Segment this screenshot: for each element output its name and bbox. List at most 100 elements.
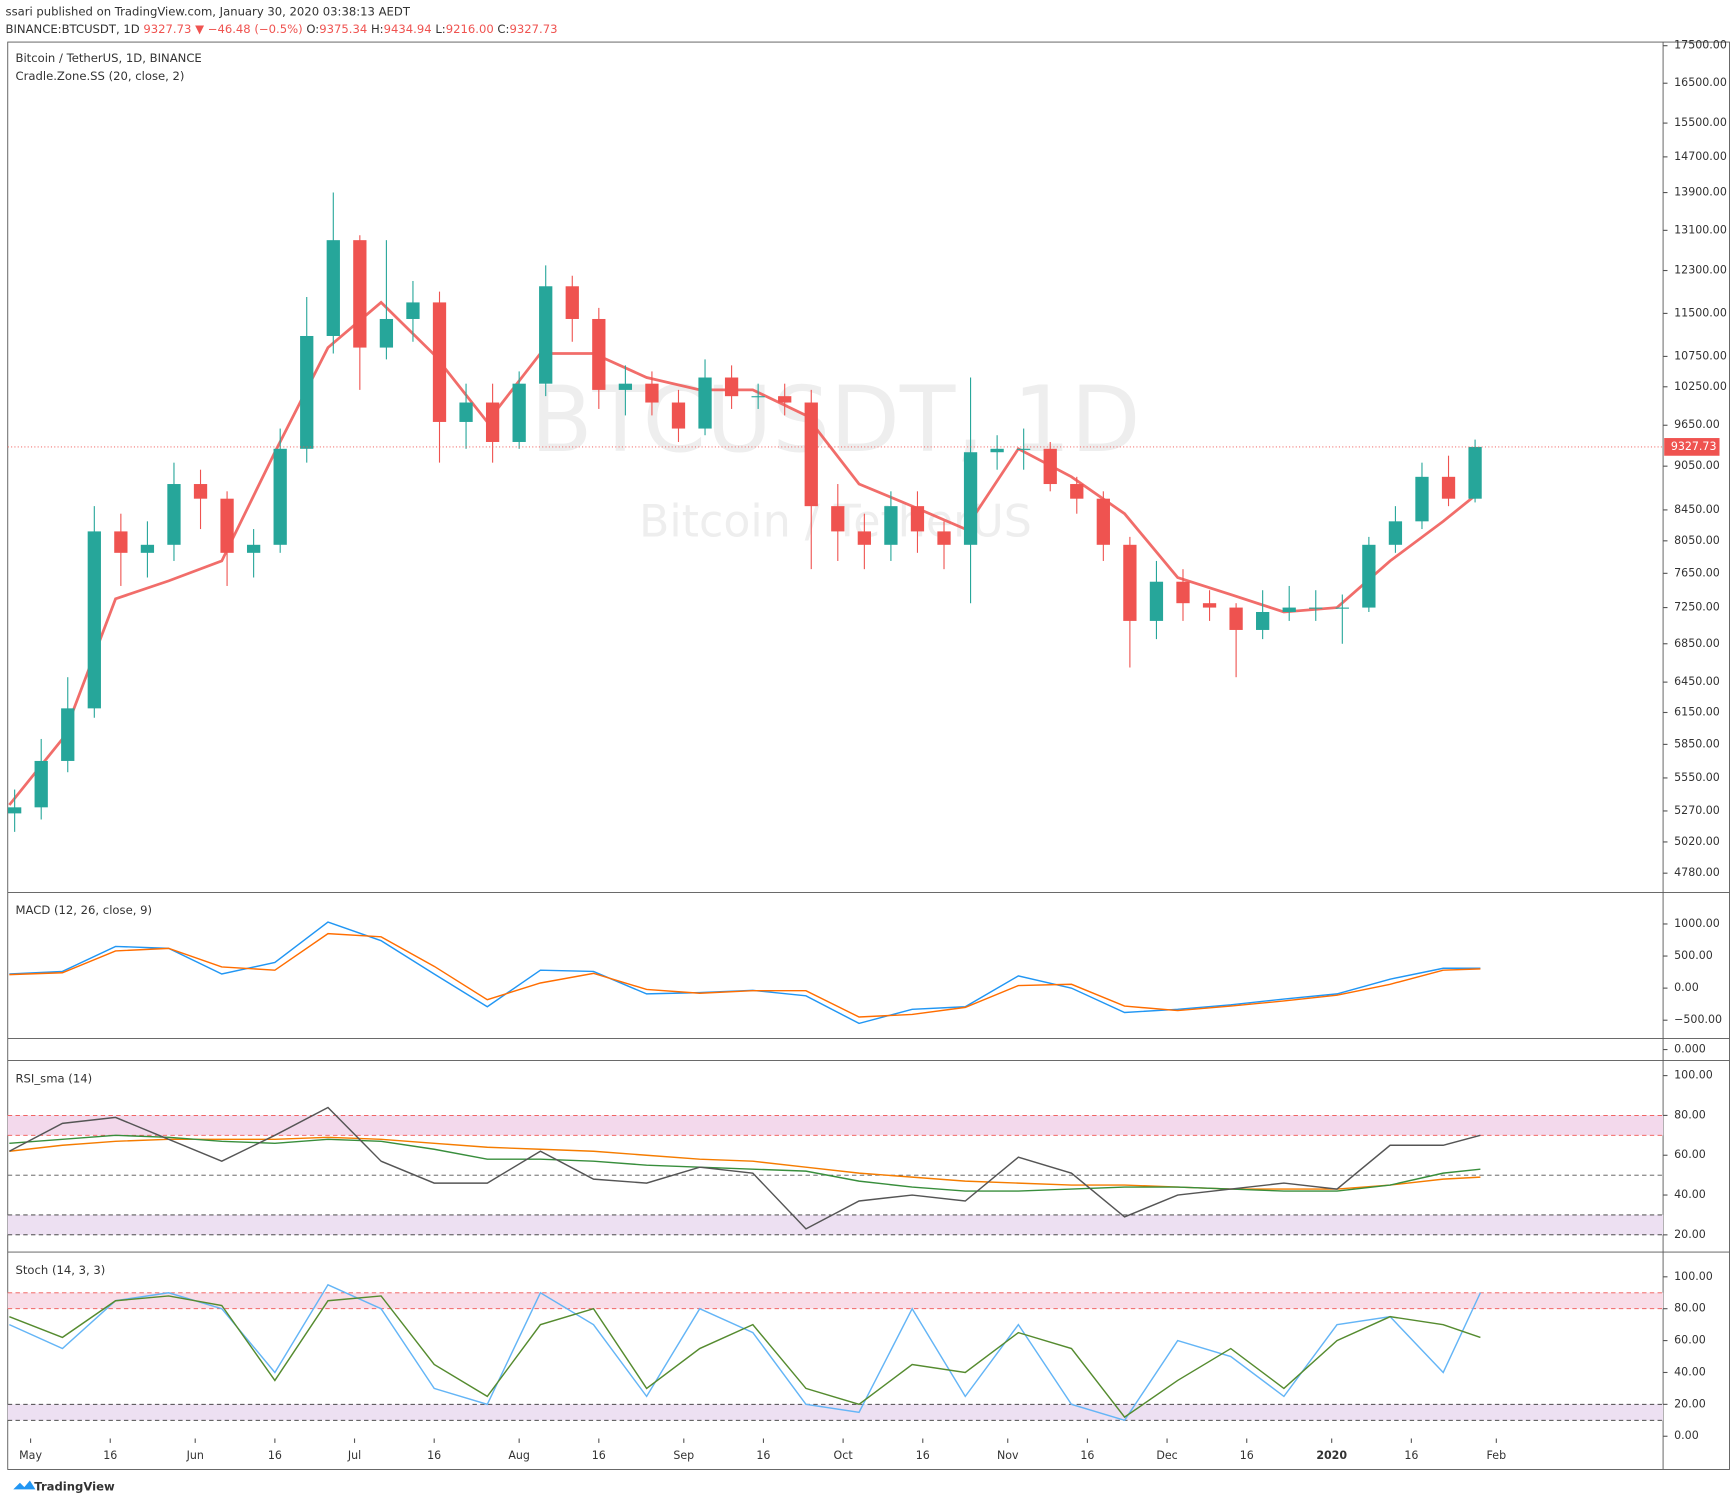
candle-body (910, 506, 925, 532)
candle-body (1415, 476, 1429, 522)
y-tick-label: 5550.00 (1674, 771, 1720, 784)
last-price-label: 9327.73 (1671, 440, 1717, 453)
candle-body (326, 240, 340, 336)
candle-body (1229, 607, 1243, 630)
pane-title: Bitcoin / TetherUS, 1D, BINANCE (15, 51, 201, 65)
y-tick-label: 0.000 (1674, 1043, 1706, 1056)
candle-body (167, 484, 181, 545)
candle-body (1256, 611, 1270, 630)
logo (13, 1480, 36, 1490)
candle-body (34, 760, 48, 808)
pane-title: MACD (12, 26, close, 9) (15, 903, 152, 917)
candle-body (300, 335, 314, 449)
candle-body (990, 448, 1004, 453)
y-tick-label: 60.00 (1674, 1334, 1706, 1347)
candle-body (61, 708, 75, 761)
candle-body (671, 402, 686, 429)
y-tick-label: 80.00 (1674, 1302, 1706, 1315)
candle-body (831, 506, 845, 532)
candle-body (937, 531, 951, 545)
candle-body (485, 402, 500, 442)
candle-body (751, 396, 765, 398)
candle-body (618, 383, 633, 390)
symbol: BINANCE:BTCUSDT, 1D (6, 21, 140, 35)
candle-body (539, 286, 553, 384)
y-tick-label: 7250.00 (1674, 601, 1720, 614)
y-tick-label: 100.00 (1674, 1069, 1713, 1082)
candle-body (406, 302, 420, 319)
candle-body (1176, 581, 1190, 604)
x-tick-label: Dec (1156, 1449, 1177, 1462)
y-tick-label: 9650.00 (1674, 418, 1720, 431)
y-tick-label: 7650.00 (1674, 566, 1720, 579)
y-tick-label: 10250.00 (1674, 380, 1727, 393)
x-tick-label: 16 (427, 1449, 441, 1462)
series-line (9, 1134, 1481, 1192)
candle-body (220, 498, 234, 553)
y-tick-label: 13100.00 (1674, 223, 1727, 236)
y-tick-label: 9050.00 (1674, 459, 1720, 472)
brand: TradingView (34, 1480, 115, 1494)
candle-body (804, 402, 818, 507)
y-tick-label: 5270.00 (1674, 804, 1720, 817)
x-tick-label: Oct (834, 1449, 854, 1462)
y-tick-label: 16500.00 (1674, 76, 1727, 89)
y-tick-label: 5020.00 (1674, 835, 1720, 848)
candle-body (1468, 446, 1482, 499)
change: ▼ −46.48 (−0.5%) (195, 21, 303, 35)
candle-body (273, 448, 287, 545)
y-tick-label: 40.00 (1674, 1365, 1706, 1378)
candle-body (459, 402, 473, 422)
x-tick-label: 16 (592, 1449, 606, 1462)
y-tick-label: 5850.00 (1674, 737, 1720, 750)
y-tick-label: 100.00 (1674, 1270, 1713, 1283)
y-tick-label: −500.00 (1674, 1013, 1722, 1026)
ohlc-value: 9327.73 (509, 21, 557, 35)
ohlc-label: L: (435, 21, 445, 35)
y-tick-label: 20.00 (1674, 1228, 1706, 1241)
y-tick-label: 11500.00 (1674, 306, 1727, 319)
candle-body (1441, 476, 1456, 499)
ohlc-value: 9375.34 (319, 21, 367, 35)
y-tick-label: 6450.00 (1674, 675, 1720, 688)
y-tick-label: 20.00 (1674, 1397, 1706, 1410)
series-line (9, 1295, 1481, 1419)
candle-body (1362, 544, 1376, 608)
candle-body (1043, 448, 1057, 485)
last-price-box (1664, 438, 1720, 456)
y-tick-label: 60.00 (1674, 1148, 1706, 1161)
candle-body (379, 318, 394, 348)
candle-body (565, 286, 579, 319)
candle-body (1388, 521, 1403, 545)
candle-body (87, 531, 101, 709)
candle-body (353, 240, 367, 348)
y-tick-label: 40.00 (1674, 1188, 1706, 1201)
x-tick-label: 16 (1404, 1449, 1418, 1462)
y-tick-label: 17500.00 (1674, 39, 1727, 52)
last-price: 9327.73 (143, 21, 191, 35)
candle-body (1149, 581, 1164, 621)
x-tick-label: 16 (1240, 1449, 1254, 1462)
candle-body (778, 396, 792, 403)
x-tick-label: Nov (997, 1449, 1019, 1462)
ohlc-label: C: (497, 21, 509, 35)
author-line: ssari published on TradingView.com, Janu… (6, 5, 411, 19)
frame (7, 41, 1730, 1470)
candle-body (857, 531, 871, 545)
y-tick-label: 0.00 (1674, 981, 1699, 994)
candle-body (1096, 498, 1110, 545)
series-line (9, 932, 1481, 1018)
candle-body (592, 318, 606, 390)
y-tick-label: 8450.00 (1674, 503, 1720, 516)
x-tick-label: Feb (1487, 1449, 1507, 1462)
band (7, 1404, 1664, 1421)
candle-body (432, 302, 447, 422)
candle-body (963, 452, 978, 545)
band (7, 1115, 1664, 1136)
panes: 17500.0016500.0015500.0014700.0013900.00… (7, 39, 1730, 1462)
candle-body (884, 506, 898, 545)
x-tick-label: 16 (1080, 1449, 1094, 1462)
x-tick-label: Sep (673, 1449, 694, 1462)
